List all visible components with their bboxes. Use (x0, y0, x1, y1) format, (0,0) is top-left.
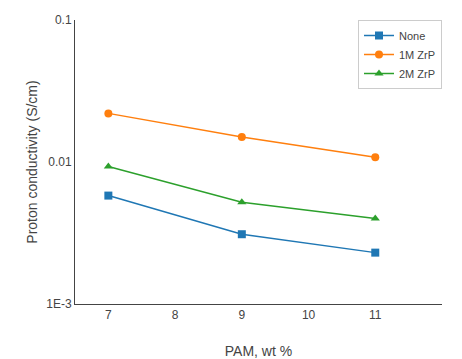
svg-text:0.01: 0.01 (48, 155, 72, 169)
svg-text:9: 9 (238, 308, 245, 322)
svg-text:8: 8 (172, 308, 179, 322)
svg-text:1E-3: 1E-3 (46, 297, 72, 311)
svg-text:2M ZrP: 2M ZrP (399, 68, 435, 80)
svg-text:None: None (399, 30, 425, 42)
svg-text:0.1: 0.1 (55, 13, 72, 27)
svg-text:10: 10 (302, 308, 316, 322)
svg-text:Proton conductivity (S/cm): Proton conductivity (S/cm) (24, 80, 40, 243)
svg-text:7: 7 (105, 308, 112, 322)
svg-text:11: 11 (369, 308, 382, 322)
svg-text:PAM, wt %: PAM, wt % (225, 343, 292, 359)
svg-text:1M ZrP: 1M ZrP (399, 49, 435, 61)
